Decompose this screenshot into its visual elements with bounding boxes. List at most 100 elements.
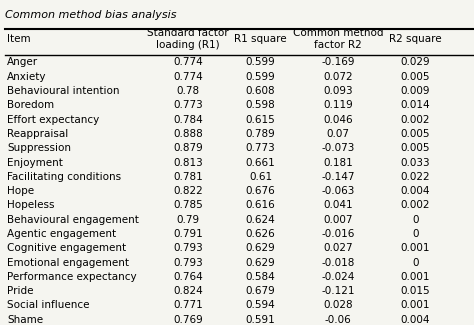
Text: 0.626: 0.626 — [246, 229, 275, 239]
Text: 0.781: 0.781 — [173, 172, 202, 182]
Text: Agentic engagement: Agentic engagement — [7, 229, 116, 239]
Text: 0.608: 0.608 — [246, 86, 275, 96]
Text: 0.001: 0.001 — [401, 243, 430, 253]
Text: 0.822: 0.822 — [173, 186, 202, 196]
Text: 0.773: 0.773 — [173, 100, 202, 110]
Text: Hope: Hope — [7, 186, 34, 196]
Text: 0: 0 — [412, 215, 419, 225]
Text: 0.789: 0.789 — [246, 129, 275, 139]
Text: 0.041: 0.041 — [323, 201, 353, 210]
Text: 0.813: 0.813 — [173, 158, 202, 167]
Text: 0.029: 0.029 — [401, 58, 430, 67]
Text: Behavioural intention: Behavioural intention — [7, 86, 119, 96]
Text: 0.002: 0.002 — [401, 115, 430, 124]
Text: 0.676: 0.676 — [246, 186, 275, 196]
Text: 0.879: 0.879 — [173, 143, 202, 153]
Text: 0.599: 0.599 — [246, 58, 275, 67]
Text: Behavioural engagement: Behavioural engagement — [7, 215, 139, 225]
Text: 0.784: 0.784 — [173, 115, 202, 124]
Text: Performance expectancy: Performance expectancy — [7, 272, 137, 282]
Text: 0.001: 0.001 — [401, 272, 430, 282]
Text: -0.016: -0.016 — [321, 229, 355, 239]
Text: 0.046: 0.046 — [323, 115, 353, 124]
Text: 0.591: 0.591 — [246, 315, 275, 325]
Text: 0.61: 0.61 — [249, 172, 272, 182]
Text: Cognitive engagement: Cognitive engagement — [7, 243, 126, 253]
Text: Common method bias analysis: Common method bias analysis — [5, 10, 176, 20]
Text: 0.584: 0.584 — [246, 272, 275, 282]
Text: 0.771: 0.771 — [173, 301, 202, 310]
Text: -0.073: -0.073 — [321, 143, 355, 153]
Text: Hopeless: Hopeless — [7, 201, 55, 210]
Text: Effort expectancy: Effort expectancy — [7, 115, 100, 124]
Text: 0.028: 0.028 — [323, 301, 353, 310]
Text: 0.824: 0.824 — [173, 286, 202, 296]
Text: 0.022: 0.022 — [401, 172, 430, 182]
Text: R1 square: R1 square — [234, 34, 287, 44]
Text: 0.001: 0.001 — [401, 301, 430, 310]
Text: Standard factor
loading (R1): Standard factor loading (R1) — [147, 28, 228, 50]
Text: Facilitating conditions: Facilitating conditions — [7, 172, 121, 182]
Text: 0.629: 0.629 — [246, 258, 275, 267]
Text: 0.015: 0.015 — [401, 286, 430, 296]
Text: 0.072: 0.072 — [323, 72, 353, 82]
Text: 0.616: 0.616 — [246, 201, 275, 210]
Text: Enjoyment: Enjoyment — [7, 158, 63, 167]
Text: -0.147: -0.147 — [321, 172, 355, 182]
Text: -0.169: -0.169 — [321, 58, 355, 67]
Text: 0.005: 0.005 — [401, 143, 430, 153]
Text: Boredom: Boredom — [7, 100, 54, 110]
Text: 0.629: 0.629 — [246, 243, 275, 253]
Text: Pride: Pride — [7, 286, 34, 296]
Text: 0.661: 0.661 — [246, 158, 275, 167]
Text: Item: Item — [7, 34, 31, 44]
Text: 0: 0 — [412, 229, 419, 239]
Text: 0.027: 0.027 — [323, 243, 353, 253]
Text: 0.033: 0.033 — [401, 158, 430, 167]
Text: 0.791: 0.791 — [173, 229, 202, 239]
Text: 0.774: 0.774 — [173, 58, 202, 67]
Text: 0.004: 0.004 — [401, 186, 430, 196]
Text: 0.119: 0.119 — [323, 100, 353, 110]
Text: -0.063: -0.063 — [321, 186, 355, 196]
Text: R2 square: R2 square — [389, 34, 442, 44]
Text: 0.79: 0.79 — [176, 215, 199, 225]
Text: 0.007: 0.007 — [323, 215, 353, 225]
Text: 0.785: 0.785 — [173, 201, 202, 210]
Text: 0.005: 0.005 — [401, 129, 430, 139]
Text: -0.018: -0.018 — [321, 258, 355, 267]
Text: 0.014: 0.014 — [401, 100, 430, 110]
Text: -0.06: -0.06 — [325, 315, 351, 325]
Text: Anxiety: Anxiety — [7, 72, 46, 82]
Text: -0.024: -0.024 — [321, 272, 355, 282]
Text: 0.888: 0.888 — [173, 129, 202, 139]
Text: 0.615: 0.615 — [246, 115, 275, 124]
Text: 0.773: 0.773 — [246, 143, 275, 153]
Text: 0.624: 0.624 — [246, 215, 275, 225]
Text: Common method
factor R2: Common method factor R2 — [292, 28, 383, 50]
Text: 0.009: 0.009 — [401, 86, 430, 96]
Text: 0.598: 0.598 — [246, 100, 275, 110]
Text: Social influence: Social influence — [7, 301, 90, 310]
Text: 0: 0 — [412, 258, 419, 267]
Text: 0.004: 0.004 — [401, 315, 430, 325]
Text: 0.764: 0.764 — [173, 272, 202, 282]
Text: Suppression: Suppression — [7, 143, 71, 153]
Text: Emotional engagement: Emotional engagement — [7, 258, 129, 267]
Text: Shame: Shame — [7, 315, 43, 325]
Text: 0.769: 0.769 — [173, 315, 202, 325]
Text: 0.093: 0.093 — [323, 86, 353, 96]
Text: Reappraisal: Reappraisal — [7, 129, 68, 139]
Text: 0.599: 0.599 — [246, 72, 275, 82]
Text: 0.78: 0.78 — [176, 86, 199, 96]
Text: 0.679: 0.679 — [246, 286, 275, 296]
Text: 0.774: 0.774 — [173, 72, 202, 82]
Text: 0.002: 0.002 — [401, 201, 430, 210]
Text: 0.005: 0.005 — [401, 72, 430, 82]
Text: 0.181: 0.181 — [323, 158, 353, 167]
Text: -0.121: -0.121 — [321, 286, 355, 296]
Text: Anger: Anger — [7, 58, 38, 67]
Text: 0.793: 0.793 — [173, 258, 202, 267]
Text: 0.594: 0.594 — [246, 301, 275, 310]
Text: 0.793: 0.793 — [173, 243, 202, 253]
